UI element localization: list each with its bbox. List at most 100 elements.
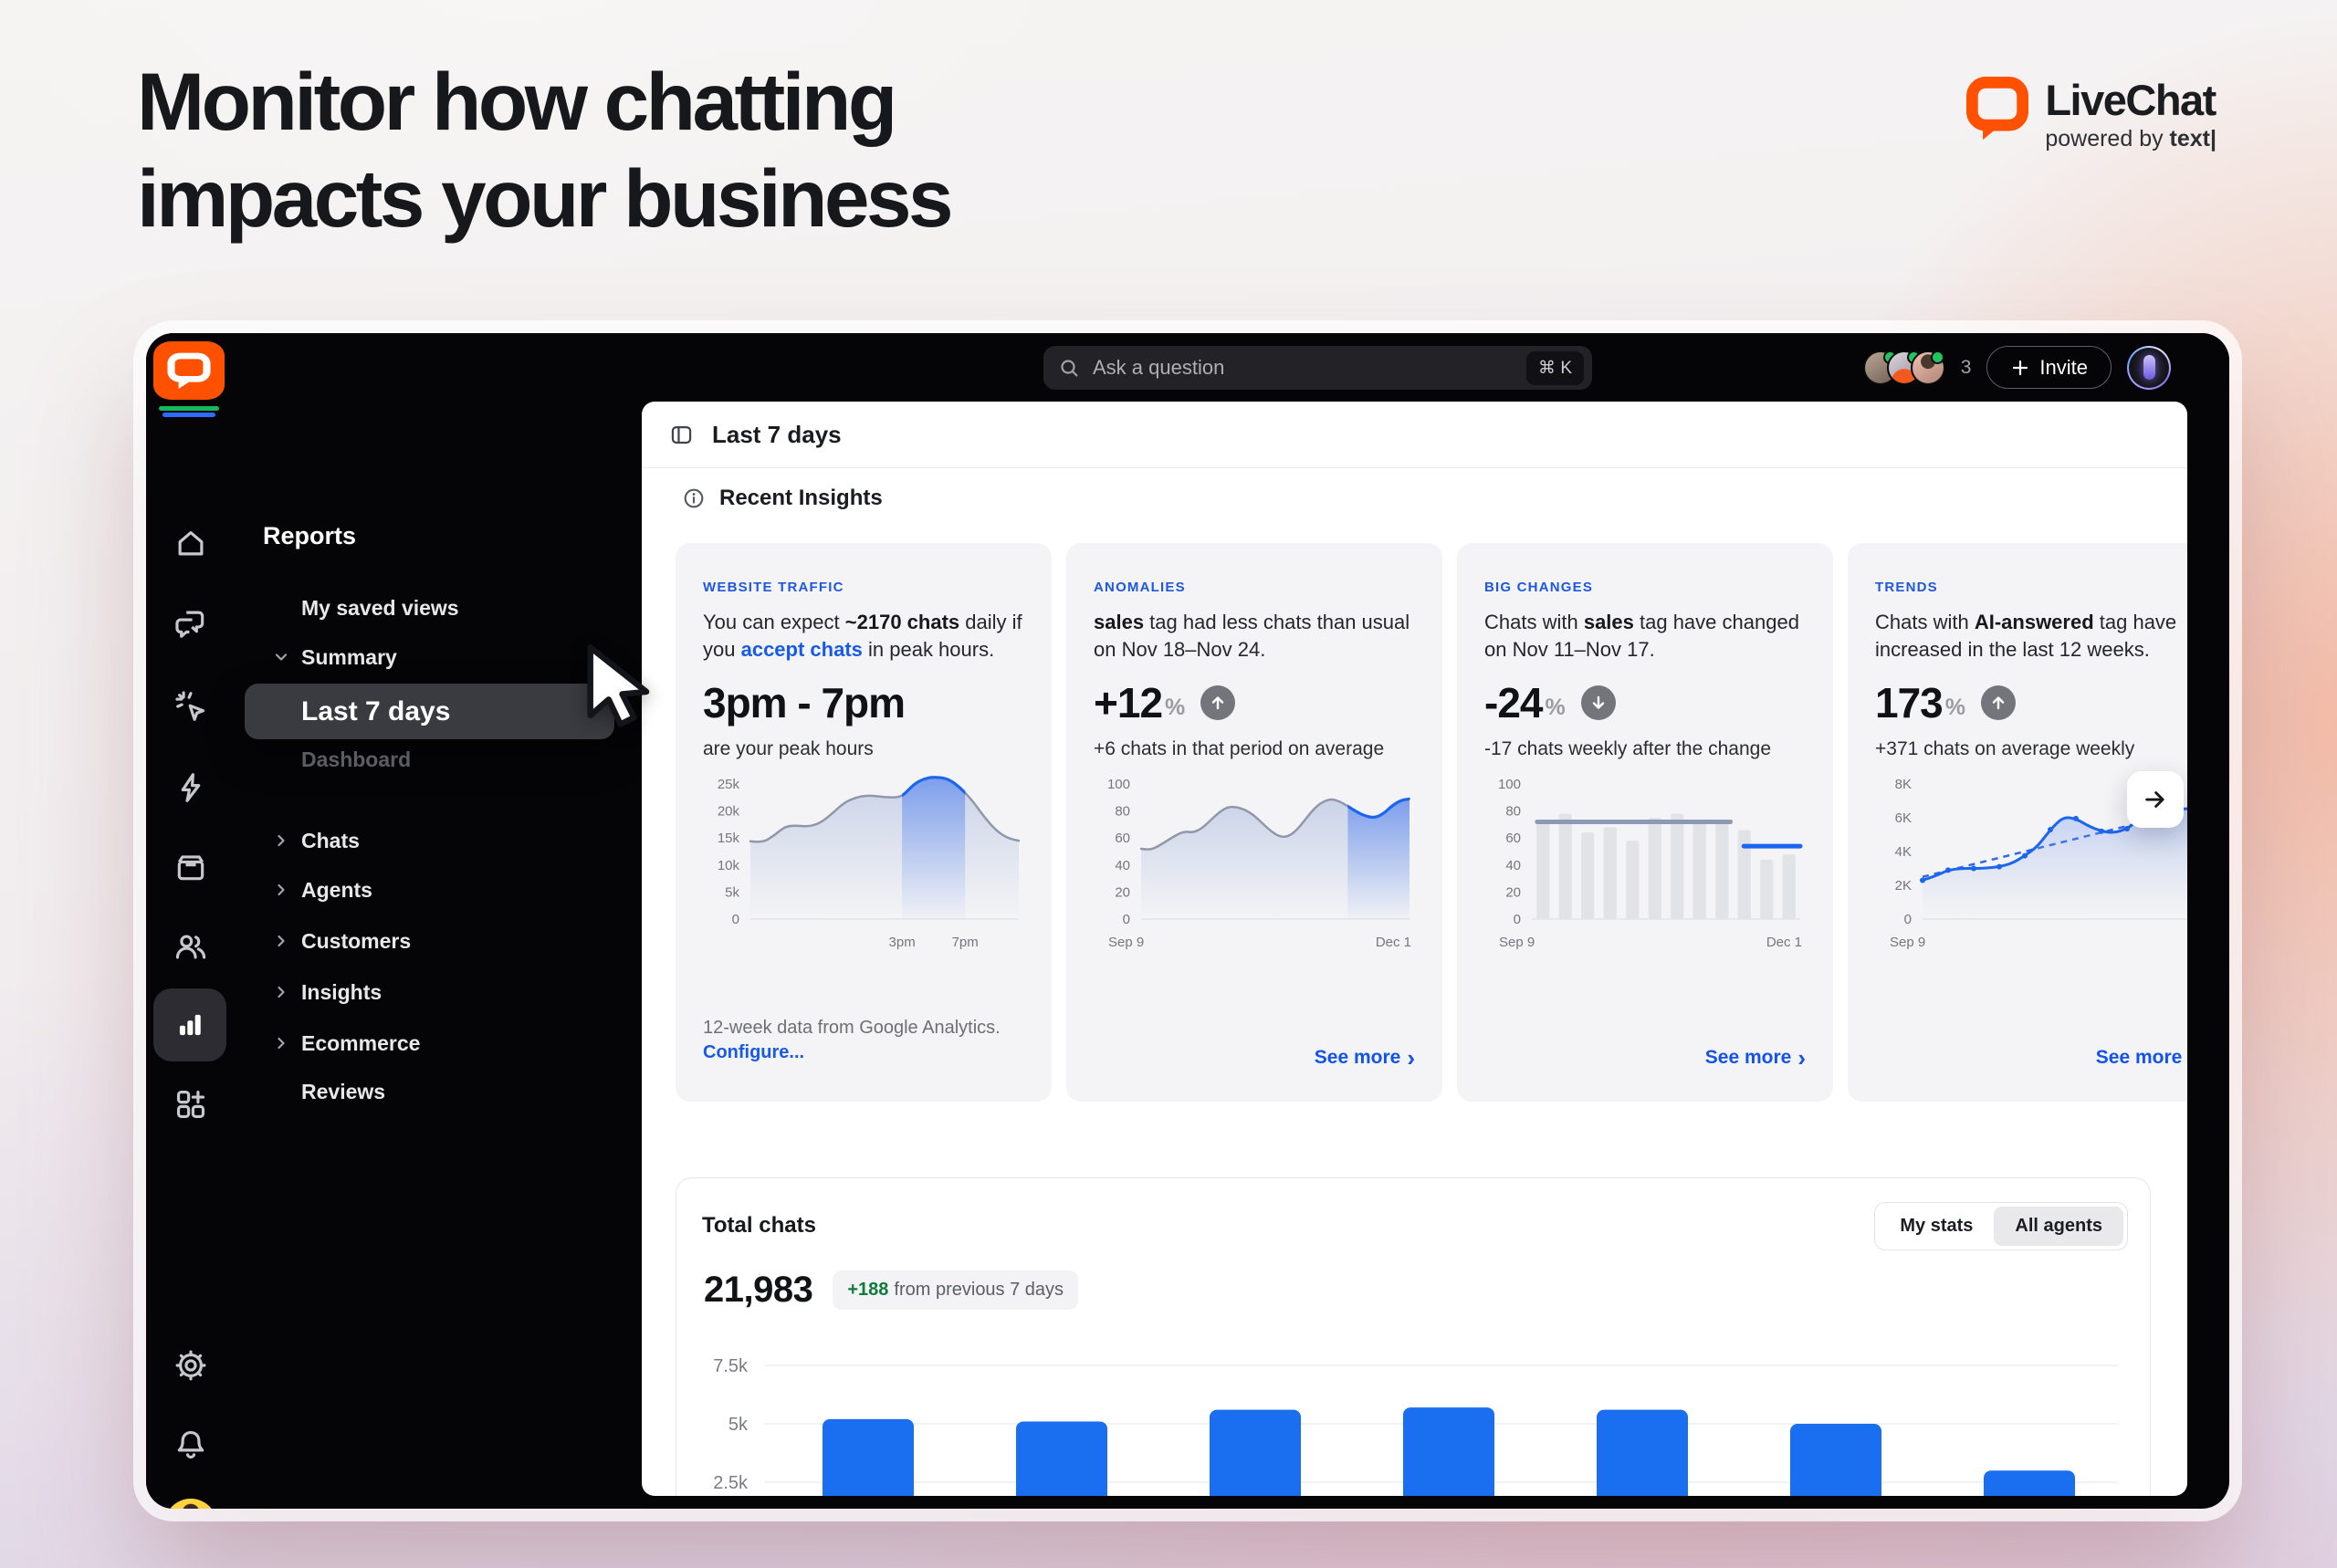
app-window: Ask a question ⌘ K 3 Invite [146, 333, 2229, 1509]
svg-text:0: 0 [1904, 912, 1912, 927]
notifications-bell-icon[interactable] [173, 1427, 208, 1462]
archive-icon[interactable] [173, 850, 208, 884]
invite-button[interactable]: Invite [1986, 346, 2112, 389]
search-placeholder: Ask a question [1093, 356, 1225, 379]
chevron-right-icon [278, 883, 285, 896]
svg-text:8K: 8K [1895, 777, 1912, 792]
see-more-link[interactable]: See more› [2095, 1047, 2183, 1068]
nav-item-dashboard[interactable]: Dashboard [301, 747, 412, 771]
svg-text:5k: 5k [728, 1415, 749, 1435]
plus-icon [2013, 360, 2028, 375]
trend-up-icon [1980, 685, 2016, 720]
trend-down-icon [1580, 685, 1616, 720]
anomalies-chart: 100 80 60 40 20 0 Sep 9 Dec 1 [1088, 771, 1420, 961]
nav-item-reviews[interactable]: Reviews [301, 1080, 386, 1103]
total-chats-value: 21,983 [704, 1270, 813, 1310]
avatar [1910, 350, 1945, 385]
card-description: Chats with AI-answered tag have increase… [1875, 611, 2177, 661]
svg-text:15k: 15k [718, 831, 740, 846]
big-changes-chart: 100 80 60 40 20 0 Sep 9 Dec 1 [1479, 771, 1811, 961]
svg-text:Dec 1: Dec 1 [1376, 935, 1411, 950]
livechat-logo-icon [1966, 77, 2029, 142]
card-stat-caption: +6 chats in that period on average [1094, 738, 1385, 759]
svg-text:10k: 10k [718, 858, 740, 873]
svg-text:Sep 9: Sep 9 [1890, 935, 1925, 950]
nav-title: Reports [263, 522, 357, 549]
svg-text:100: 100 [1107, 777, 1130, 792]
ai-orb-icon [2143, 355, 2155, 380]
nav-item-customers[interactable]: Customers [301, 929, 412, 953]
panel-toggle-icon[interactable] [669, 423, 694, 447]
carousel-next-button[interactable] [2127, 771, 2184, 828]
reports-icon [179, 1014, 201, 1036]
toggle-all-agents[interactable]: All agents [1994, 1207, 2123, 1246]
configure-link[interactable]: Configure... [703, 1042, 805, 1062]
card-description: You can expect ~2170 chats daily if you … [703, 611, 1022, 661]
svg-text:80: 80 [1115, 804, 1130, 820]
svg-text:6K: 6K [1895, 810, 1912, 826]
workspace-strip-green [159, 406, 219, 411]
nav-item-my-saved-views[interactable]: My saved views [301, 596, 459, 620]
reports-nav-panel: Reports My saved views Summary Last 7 da… [235, 402, 642, 1509]
svg-text:60: 60 [1505, 831, 1521, 846]
total-chats-card: Total chats My stats All agents 21,983 +… [676, 1177, 2151, 1496]
svg-text:Sep 9: Sep 9 [1499, 935, 1535, 950]
see-more-link[interactable]: See more› [1314, 1044, 1415, 1071]
card-label: WEBSITE TRAFFIC [703, 580, 844, 595]
apps-icon[interactable] [173, 1087, 208, 1122]
search-icon [1061, 360, 1078, 377]
topbar: Ask a question ⌘ K 3 Invite [146, 333, 2229, 402]
automation-icon[interactable] [173, 770, 208, 805]
svg-text:2.5k: 2.5k [713, 1473, 749, 1493]
team-icon[interactable] [173, 929, 208, 964]
insight-cards-row: WEBSITE TRAFFIC You can expect ~2170 cha… [676, 543, 2187, 1102]
nav-item-ecommerce[interactable]: Ecommerce [301, 1031, 421, 1055]
rail-item-reports-active[interactable] [153, 988, 226, 1061]
icon-rail [146, 402, 235, 1509]
nav-item-last-7-days-active[interactable]: Last 7 days [245, 684, 614, 739]
livechat-logo: LiveChat powered by text| [1966, 77, 2216, 152]
svg-text:100: 100 [1498, 777, 1521, 792]
chevron-right-icon [278, 834, 285, 847]
accept-chats-link[interactable]: accept chats [740, 638, 863, 661]
svg-text:40: 40 [1115, 858, 1130, 873]
user-avatar[interactable] [163, 1499, 217, 1509]
toggle-my-stats[interactable]: My stats [1900, 1216, 1974, 1236]
see-more-link[interactable]: See more› [1704, 1044, 1806, 1071]
stats-scope-toggle: My stats All agents [1874, 1202, 2128, 1250]
nav-item-chats[interactable]: Chats [301, 829, 360, 852]
insight-card-big-changes: BIG CHANGES Chats with sales tag have ch… [1457, 543, 1833, 1102]
home-icon[interactable] [173, 526, 208, 560]
card-stat: 173 [1875, 679, 1944, 727]
nav-item-agents[interactable]: Agents [301, 878, 372, 902]
content-header: Last 7 days [642, 402, 2187, 468]
nav-item-insights[interactable]: Insights [301, 980, 383, 1004]
online-agents-avatars[interactable] [1862, 350, 1945, 385]
trend-up-icon [1200, 685, 1236, 720]
chevron-right-icon [278, 986, 285, 998]
search-input[interactable]: Ask a question ⌘ K [1043, 346, 1592, 390]
nav-item-summary[interactable]: Summary [301, 645, 397, 669]
insight-card-anomalies: ANOMALIES sales tag had less chats than … [1066, 543, 1442, 1102]
total-chats-chart: 7.5k 5k 2.5k [676, 1315, 2152, 1496]
brand-tagline: powered by text| [2045, 126, 2216, 152]
svg-text:7pm: 7pm [952, 935, 979, 950]
section-title: Recent Insights [719, 486, 883, 510]
svg-text:2K: 2K [1895, 878, 1912, 894]
svg-text:0: 0 [732, 912, 739, 927]
svg-text:20k: 20k [718, 804, 740, 820]
livechat-app-icon[interactable] [153, 341, 225, 417]
svg-text:5k: 5k [725, 884, 739, 900]
chats-icon[interactable] [173, 606, 208, 641]
keyboard-shortcut-badge: ⌘ K [1526, 350, 1584, 385]
ai-assistant-button[interactable] [2127, 346, 2171, 390]
svg-text:Sep 9: Sep 9 [1108, 935, 1144, 950]
svg-text:7.5k: 7.5k [713, 1356, 749, 1376]
settings-gear-icon[interactable] [173, 1348, 208, 1383]
chevron-right-icon [278, 1037, 285, 1050]
traffic-icon[interactable] [173, 689, 208, 724]
svg-text:0: 0 [1123, 912, 1130, 927]
arrow-right-icon [2145, 791, 2164, 808]
svg-text:80: 80 [1505, 804, 1521, 820]
chevron-right-icon: › [1797, 1044, 1806, 1071]
